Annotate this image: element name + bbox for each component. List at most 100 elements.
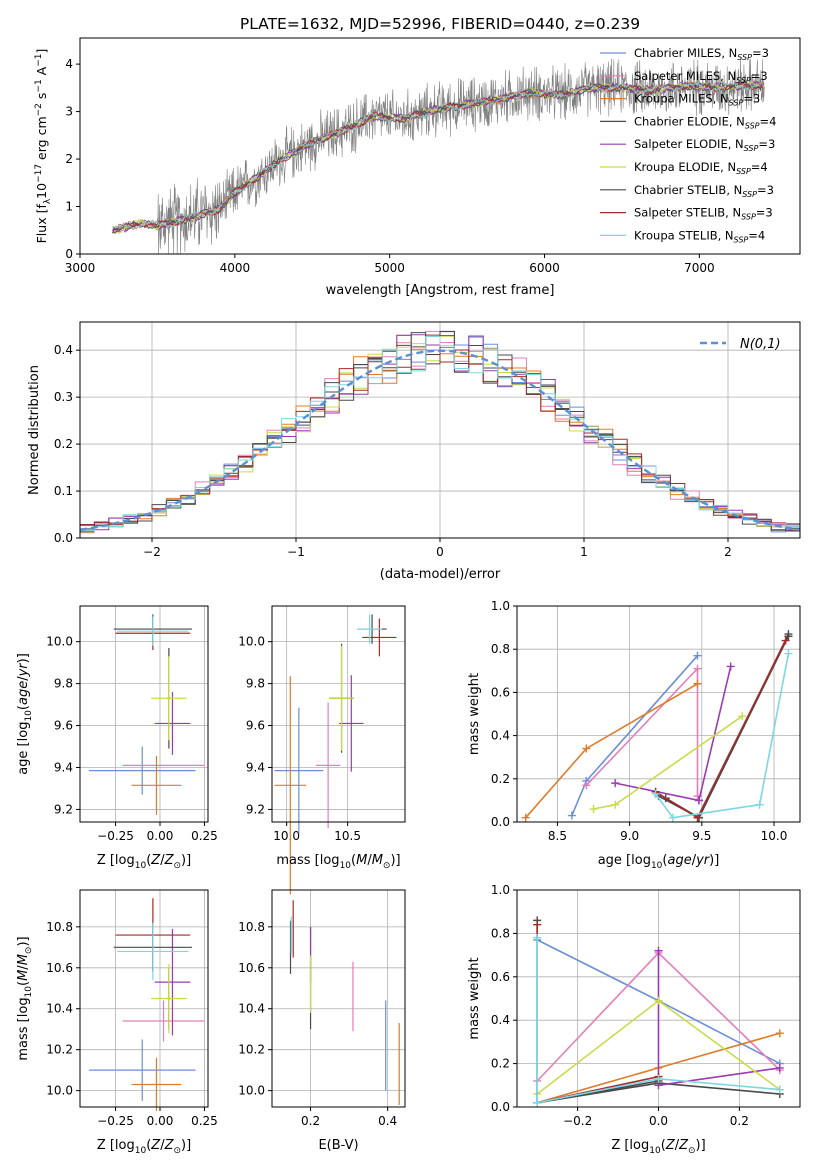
x-axis-label: (data-model)/error — [380, 567, 501, 582]
y-tick-label: 0 — [65, 247, 73, 261]
y-tick-label: 0.8 — [491, 642, 510, 656]
legend-entry: Chabrier MILES, NSSP=3 — [634, 46, 769, 62]
y-tick-label: 10.8 — [46, 920, 73, 934]
y-tick-label: 9.6 — [246, 719, 265, 733]
y-tick-label: 10.0 — [46, 635, 73, 649]
x-tick-label: −0.2 — [563, 1114, 592, 1128]
x-tick-label: 1 — [580, 545, 588, 559]
y-tick-label: 0.4 — [491, 1013, 510, 1027]
x-axis-label: E(B-V) — [318, 1138, 358, 1153]
x-tick-label: 0.00 — [147, 1114, 174, 1128]
weight-marker — [668, 813, 677, 822]
y-tick-label: 10.4 — [46, 1002, 73, 1016]
figure-title: PLATE=1632, MJD=52996, FIBERID=0440, z=0… — [240, 15, 640, 33]
weight-vs-age-panel: 8.5 9.0 9.5 10.0 0.0 0.2 0.4 0.6 0.8 1.0 age [log1… — [467, 599, 801, 871]
y-tick-label: 9.8 — [246, 677, 265, 691]
x-tick-label: 3000 — [65, 261, 96, 275]
x-axis-label: age [log10(age/yr)] — [598, 853, 720, 871]
weight-marker — [784, 649, 793, 658]
legend-entry: Salpeter MILES, NSSP=3 — [634, 69, 768, 85]
legend-entry: Salpeter STELIB, NSSP=3 — [634, 206, 773, 222]
weight-marker — [738, 712, 747, 721]
legend-entry: Kroupa STELIB, NSSP=4 — [634, 228, 765, 244]
weight-marker — [755, 800, 764, 809]
x-axis-label: Z [log10(Z/Z⊙)] — [97, 1138, 191, 1156]
axes-frame — [79, 321, 801, 539]
x-tick-label: 7000 — [684, 261, 715, 275]
y-tick-label: 0.0 — [491, 815, 510, 829]
x-tick-label: 4000 — [220, 261, 251, 275]
weight-marker — [654, 946, 663, 955]
x-tick-label: 0 — [436, 545, 444, 559]
axes-frame — [271, 605, 406, 823]
y-axis-label: Normed distribution — [27, 365, 42, 495]
x-tick-label: 0.0 — [649, 1114, 668, 1128]
y-tick-label: 9.4 — [54, 760, 73, 774]
y-tick-label: 0.0 — [54, 531, 73, 545]
weight-marker — [533, 920, 542, 929]
weight-marker — [589, 805, 598, 814]
weight-line — [655, 640, 787, 819]
y-tick-label: 2 — [65, 152, 73, 166]
weight-marker — [693, 679, 702, 688]
weight-line — [593, 715, 743, 810]
legend-entry: Chabrier ELODIE, NSSP=4 — [634, 114, 776, 130]
weight-marker — [693, 664, 702, 673]
histogram-step — [80, 336, 800, 531]
normal-curve — [79, 349, 801, 531]
y-tick-label: 0.2 — [491, 772, 510, 786]
y-tick-label: 3 — [65, 105, 73, 119]
weight-marker — [784, 630, 793, 639]
weight-marker — [654, 1074, 663, 1083]
y-tick-label: 9.2 — [54, 802, 73, 816]
y-tick-label: 0.6 — [491, 970, 510, 984]
y-tick-label: 10.4 — [238, 1002, 265, 1016]
x-tick-label: −0.25 — [97, 1114, 134, 1128]
age-vs-mass-panel: 10.0 10.5 9.2 9.4 9.6 9.8 10.0 mass [log10(M/M⊙… — [238, 605, 406, 895]
axes-frame — [79, 605, 209, 823]
axes-frame — [79, 889, 209, 1108]
x-tick-label: 10.0 — [273, 829, 300, 843]
x-tick-label: 10.5 — [334, 829, 361, 843]
x-tick-label: 0.00 — [147, 829, 174, 843]
y-tick-label: 10.2 — [46, 1043, 73, 1057]
model-spectrum-line — [112, 80, 765, 235]
x-tick-label: −1 — [287, 545, 305, 559]
x-tick-label: −0.25 — [97, 829, 134, 843]
y-tick-label: 10.6 — [238, 961, 265, 975]
x-axis-label: Z [log10(Z/Z⊙)] — [611, 1138, 705, 1156]
weight-marker — [775, 1029, 784, 1038]
age-vs-metallicity-panel: −0.25 0.00 0.25 9.2 9.4 9.6 9.8 10.0 Z [log10(Z/… — [16, 605, 218, 871]
y-tick-label: 10.8 — [238, 920, 265, 934]
weight-marker — [533, 933, 542, 942]
x-axis-label: Z [log10(Z/Z⊙)] — [97, 853, 191, 871]
y-tick-label: 10.0 — [238, 1084, 265, 1098]
weight-marker — [533, 1098, 542, 1107]
x-tick-label: 0.2 — [301, 1114, 320, 1128]
x-tick-label: 0.25 — [191, 1114, 218, 1128]
x-tick-label: 8.5 — [548, 829, 567, 843]
x-tick-label: 6000 — [529, 261, 560, 275]
weight-marker — [651, 789, 660, 798]
histogram-step — [80, 334, 800, 526]
x-axis-label: wavelength [Angstrom, rest frame] — [326, 283, 555, 298]
y-tick-label: 10.0 — [46, 1084, 73, 1098]
weight-marker — [781, 636, 790, 645]
weight-marker — [611, 779, 620, 788]
y-tick-label: 10.6 — [46, 961, 73, 975]
model-spectrum-line — [112, 80, 765, 230]
y-tick-label: 10.0 — [238, 635, 265, 649]
axes-frame — [79, 37, 801, 255]
weight-marker — [693, 651, 702, 660]
observed-spectrum-line — [112, 58, 765, 255]
weight-marker — [611, 800, 620, 809]
y-tick-label: 1.0 — [491, 883, 510, 897]
y-tick-label: 0.1 — [54, 484, 73, 498]
y-tick-label: 9.4 — [246, 760, 265, 774]
x-axis-label: mass [log10(M/M⊙)] — [276, 853, 400, 871]
weight-marker — [694, 796, 703, 805]
y-tick-label: 0.8 — [491, 926, 510, 940]
weight-marker — [654, 996, 663, 1005]
y-tick-label: 9.6 — [54, 719, 73, 733]
